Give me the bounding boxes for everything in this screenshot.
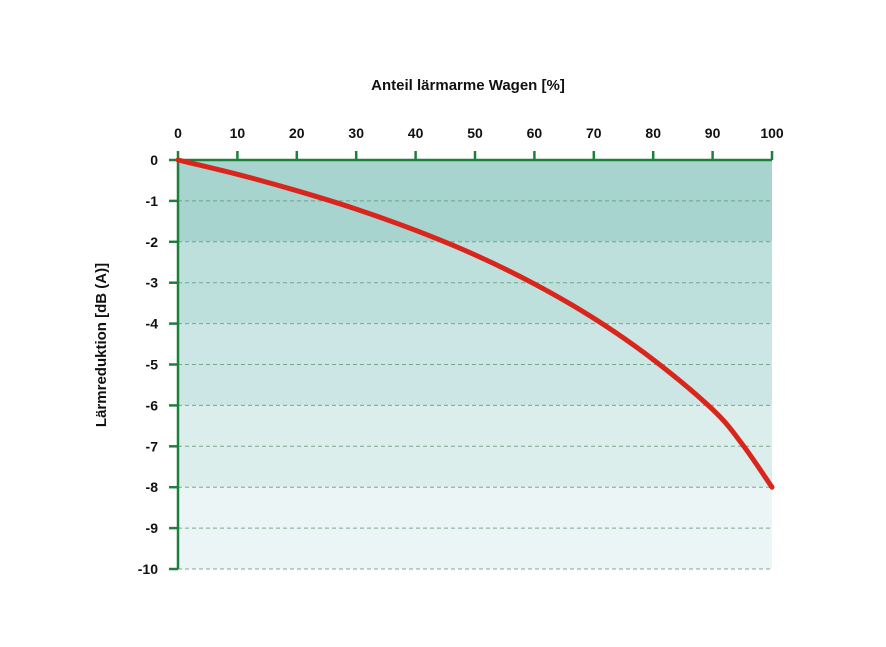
y-tick-label-0: 0 [150,152,158,168]
x-tick-label-6: 60 [527,125,543,141]
series [175,157,775,490]
y-tick-label-2: -2 [146,234,159,250]
y-tick-label-4: -4 [146,316,159,332]
x-tick-label-5: 50 [467,125,483,141]
y-axis-title: Lärmreduktion [dB (A)] [93,263,110,427]
x-tick-label-4: 40 [408,125,424,141]
y-tick-label-1: -1 [146,193,159,209]
x-tick-label-8: 80 [645,125,661,141]
y-ticks: 0 -1 -2 -3 -4 -5 -6 -7 -8 -9 -10 [138,152,178,577]
series-line-0 [175,157,775,490]
y-tick-label-3: -3 [146,275,159,291]
x-tick-label-3: 30 [348,125,364,141]
y-tick-label-6: -6 [146,397,159,413]
y-tick-label-9: -9 [146,520,159,536]
x-tick-label-0: 0 [174,125,182,141]
grid-lines [178,200,772,570]
x-axis-title: Anteil lärmarme Wagen [%] [371,77,565,94]
y-tick-label-10: -10 [138,561,158,577]
x-tick-label-10: 100 [760,125,784,141]
x-tick-label-9: 90 [705,125,721,141]
y-tick-label-5: -5 [146,357,159,373]
x-tick-label-2: 20 [289,125,305,141]
y-tick-label-7: -7 [146,438,159,454]
x-ticks: 0 10 20 30 40 50 60 70 80 90 100 [174,125,784,160]
y-tick-label-8: -8 [146,479,159,495]
x-tick-label-7: 70 [586,125,602,141]
x-tick-label-1: 10 [230,125,246,141]
